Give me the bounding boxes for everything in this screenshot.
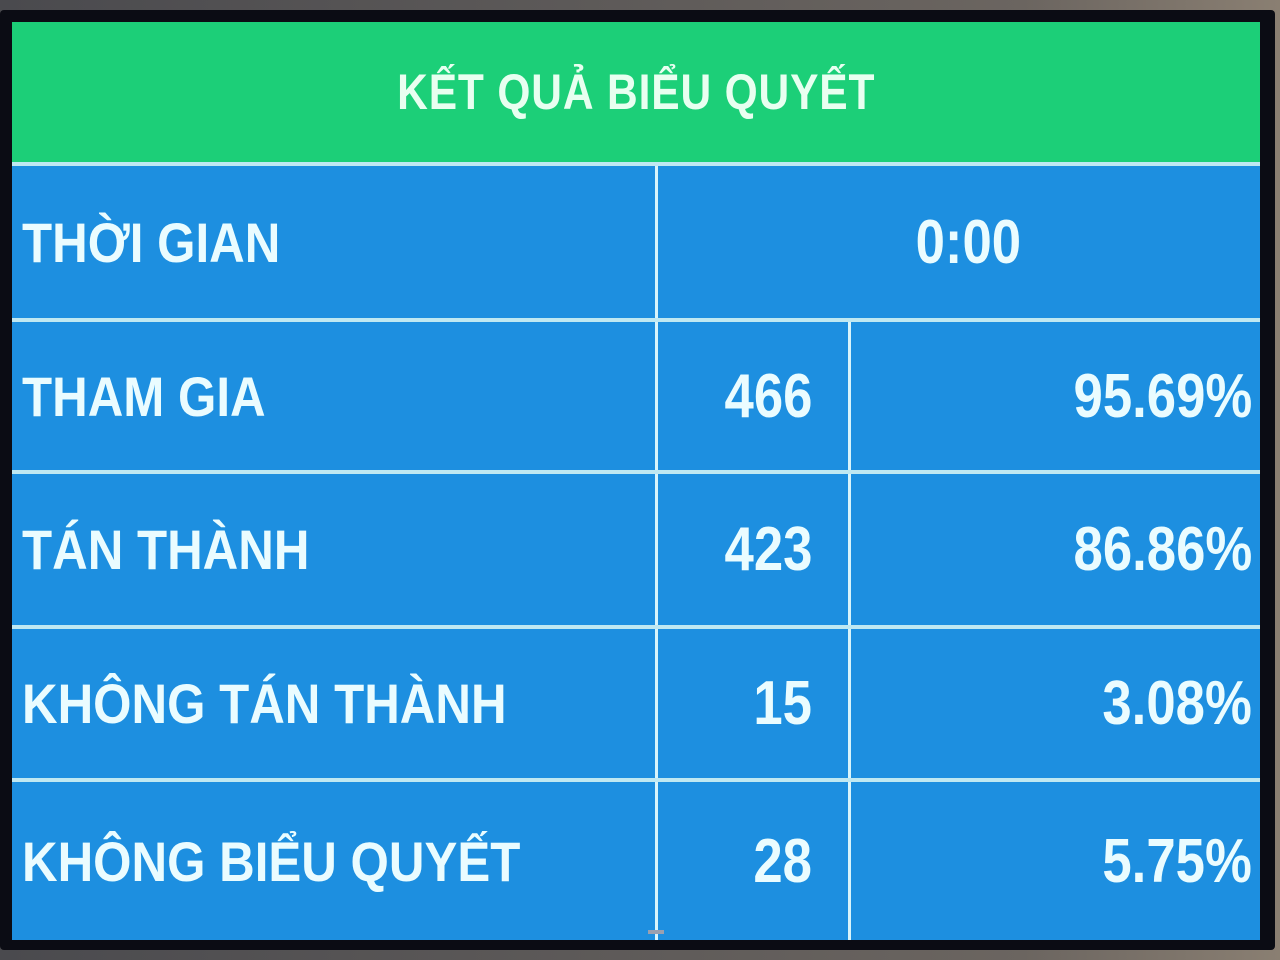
result-row: THAM GIA 466 95.69%: [12, 318, 1260, 470]
row-count: 423: [724, 515, 812, 584]
row-label: TÁN THÀNH: [22, 518, 310, 581]
brand-logo-icon: [648, 930, 664, 934]
row-count: 466: [724, 361, 812, 431]
time-value: 0:00: [915, 207, 1022, 277]
row-label: KHÔNG BIỂU QUYẾT: [22, 829, 521, 893]
title: KẾT QUẢ BIỂU QUYẾT: [396, 64, 876, 120]
row-percent: 3.08%: [1102, 669, 1252, 738]
result-row: TÁN THÀNH 423 86.86%: [12, 470, 1260, 625]
time-label: THỜI GIAN: [22, 210, 281, 274]
title-bar: KẾT QUẢ BIỂU QUYẾT: [12, 22, 1260, 162]
row-percent: 86.86%: [1073, 515, 1252, 584]
row-count: 28: [753, 826, 812, 896]
row-percent: 95.69%: [1073, 361, 1252, 431]
result-row: KHÔNG TÁN THÀNH 15 3.08%: [12, 625, 1260, 778]
vote-results-screen: KẾT QUẢ BIỂU QUYẾT THỜI GIAN 0:00 THAM G…: [12, 22, 1260, 940]
row-count: 15: [753, 669, 812, 738]
time-row: THỜI GIAN 0:00: [12, 162, 1260, 318]
row-label: KHÔNG TÁN THÀNH: [22, 672, 507, 735]
row-percent: 5.75%: [1102, 826, 1252, 896]
row-label: THAM GIA: [22, 364, 266, 428]
result-row: KHÔNG BIỂU QUYẾT 28 5.75%: [12, 778, 1260, 940]
